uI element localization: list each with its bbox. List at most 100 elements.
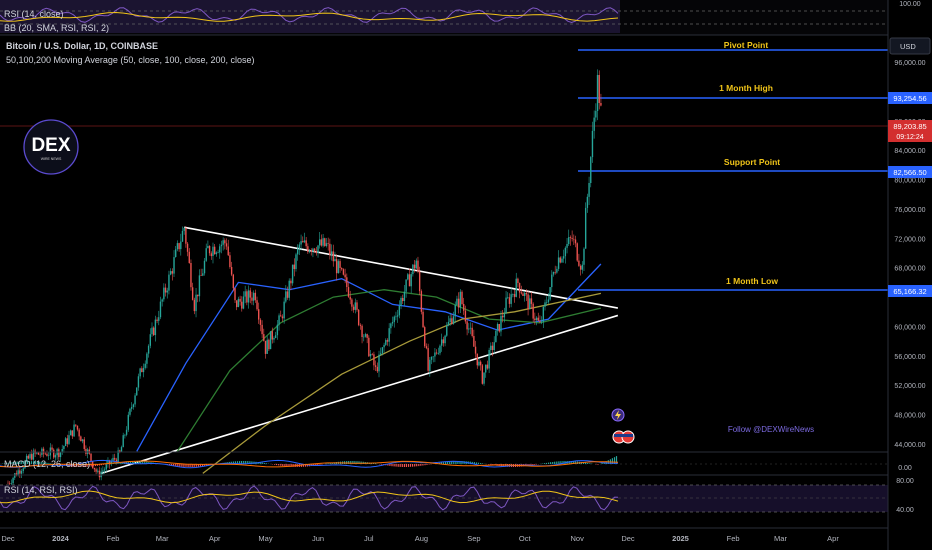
- candle: [75, 424, 77, 428]
- candle: [556, 266, 558, 274]
- macd-bar: [175, 464, 177, 467]
- candle: [415, 258, 417, 269]
- macd-bar: [6, 462, 8, 464]
- macd-axis-tick: 0.00: [898, 465, 912, 472]
- price-axis[interactable]: 100.00 USD 96,000.0088,000.0084,000.0080…: [887, 0, 932, 550]
- candle: [291, 264, 294, 286]
- candle: [124, 433, 126, 439]
- candle: [166, 287, 168, 299]
- candle: [100, 467, 102, 481]
- macd-bar: [276, 464, 278, 466]
- candle: [202, 268, 204, 277]
- macd-bar: [181, 464, 183, 467]
- macd-bar: [329, 463, 331, 464]
- candle: [500, 310, 502, 337]
- candle: [495, 330, 497, 343]
- candle: [456, 295, 458, 306]
- macd-bar: [531, 464, 533, 466]
- macd-legend[interactable]: MACD (12, 26, close): [4, 459, 91, 469]
- macd-bar: [16, 461, 18, 464]
- candle: [493, 336, 495, 354]
- candle: [188, 248, 190, 264]
- time-tick: Mar: [156, 534, 169, 543]
- candle: [237, 296, 240, 308]
- macd-bar: [356, 461, 358, 464]
- macd-bar: [129, 461, 131, 464]
- candle: [410, 271, 412, 294]
- macd-bar: [482, 463, 484, 464]
- candle: [66, 434, 68, 448]
- candle: [247, 285, 250, 309]
- candle: [600, 93, 602, 107]
- candle: [584, 202, 587, 249]
- badge-current-price: [888, 120, 932, 142]
- rsi-legend[interactable]: RSI (14, RSI, RSI): [4, 485, 78, 495]
- symbol-title[interactable]: Bitcoin / U.S. Dollar, 1D, COINBASE: [6, 41, 159, 51]
- macd-bar: [490, 464, 492, 465]
- candle: [298, 242, 301, 255]
- macd-bar: [286, 464, 288, 467]
- candle: [212, 242, 214, 264]
- macd-bar: [288, 464, 290, 467]
- candle: [83, 437, 85, 451]
- macd-bar: [232, 461, 234, 464]
- macd-bar: [459, 461, 461, 464]
- candle: [357, 309, 360, 327]
- candle: [305, 237, 307, 250]
- candle: [578, 253, 580, 267]
- candle: [530, 292, 533, 309]
- candle: [173, 250, 175, 277]
- macd-bar: [125, 461, 127, 464]
- candle: [8, 481, 11, 486]
- macd-bar: [136, 461, 138, 464]
- macd-bar: [302, 464, 304, 467]
- candle: [381, 347, 384, 356]
- candle: [324, 237, 326, 247]
- candle: [242, 291, 245, 310]
- candle: [586, 193, 589, 213]
- time-tick: Aug: [415, 534, 428, 543]
- macd-bar: [583, 462, 585, 464]
- macd-bar: [475, 462, 478, 464]
- macd-bar: [317, 464, 319, 466]
- macd-bar: [247, 461, 249, 464]
- macd-bar: [572, 461, 574, 464]
- macd-bar: [601, 463, 603, 464]
- currency-button[interactable]: [889, 37, 931, 55]
- ma-legend[interactable]: 50,100,200 Moving Average (50, close, 10…: [6, 55, 255, 65]
- time-tick: Apr: [827, 534, 839, 543]
- time-axis[interactable]: Dec 2024 Feb Mar Apr May Jun Jul Aug Sep Oct Nov Dec…: [1, 534, 839, 543]
- macd-bar: [88, 464, 90, 467]
- candle: [351, 298, 353, 312]
- candle: [93, 467, 96, 472]
- macd-bar: [259, 462, 261, 464]
- macd-bar: [265, 463, 267, 464]
- badge-month-low: [888, 285, 932, 297]
- candle: [156, 317, 158, 324]
- macd-bar: [442, 462, 445, 464]
- macd-bar: [49, 463, 51, 464]
- logo-text: DEX: [31, 135, 70, 156]
- candle: [391, 316, 394, 327]
- ma-line-ma100: [176, 289, 602, 452]
- top-rsi-legend: RSI (14, close): [4, 9, 64, 19]
- macd-bar: [313, 464, 315, 466]
- candle: [191, 282, 194, 301]
- macd-bar: [28, 461, 30, 464]
- event-icons[interactable]: [611, 408, 635, 444]
- candle: [195, 288, 197, 318]
- candle: [213, 244, 216, 255]
- candle: [293, 258, 295, 277]
- macd-bar: [372, 463, 375, 464]
- candle: [232, 273, 235, 292]
- badge-countdown-text: 09:12:24: [896, 134, 923, 141]
- macd-bar: [554, 461, 556, 464]
- candle: [95, 467, 97, 475]
- candle: [430, 356, 433, 365]
- candle: [147, 344, 150, 358]
- candle: [7, 480, 9, 484]
- candle: [481, 364, 484, 385]
- top-rsi-pane: [0, 0, 888, 35]
- time-tick: Oct: [519, 534, 532, 543]
